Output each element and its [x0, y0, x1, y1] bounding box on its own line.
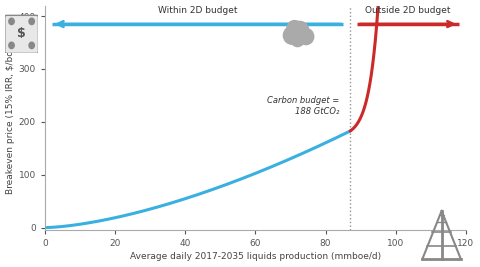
Circle shape: [299, 29, 314, 45]
Text: Within 2D budget: Within 2D budget: [158, 6, 237, 14]
Circle shape: [29, 42, 35, 49]
Circle shape: [283, 26, 300, 44]
Text: $: $: [17, 27, 26, 40]
FancyBboxPatch shape: [5, 15, 38, 53]
Circle shape: [29, 18, 35, 25]
X-axis label: Average daily 2017-2035 liquids production (mmboe/d): Average daily 2017-2035 liquids producti…: [130, 252, 381, 261]
Y-axis label: Breakeven price (15% IRR, $/boe): Breakeven price (15% IRR, $/boe): [6, 41, 14, 194]
Text: Carbon budget =
188 GtCO₂: Carbon budget = 188 GtCO₂: [267, 96, 340, 116]
Circle shape: [9, 42, 14, 49]
Text: Outside 2D budget: Outside 2D budget: [365, 6, 451, 14]
Circle shape: [287, 21, 302, 37]
Circle shape: [9, 18, 14, 25]
Circle shape: [291, 32, 304, 46]
Circle shape: [290, 21, 309, 41]
